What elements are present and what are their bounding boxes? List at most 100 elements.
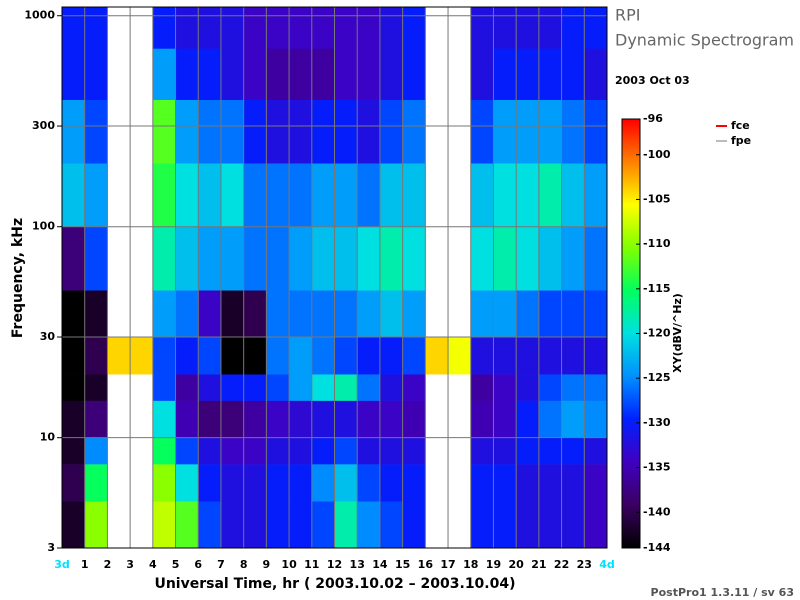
heat-cell [84,437,108,465]
colorbar-tick-label: -144 [643,541,671,554]
heat-cell [198,290,222,338]
heat-cell [311,226,335,291]
heat-cell [379,437,403,465]
heat-cell [357,374,381,401]
heat-cell [584,163,608,228]
heat-cell [220,48,244,100]
heat-cell [266,290,290,338]
heat-cell [334,464,358,502]
heat-cell [198,48,222,100]
x-tick-label: 12 [327,558,342,571]
heat-cell [266,374,290,401]
heat-cell [493,374,517,401]
heat-cell [311,48,335,100]
heat-cell [561,226,585,291]
heat-cell [311,163,335,228]
heat-cell [84,99,108,164]
plot-frame [61,6,608,549]
heat-cell [516,7,540,49]
x-tick-label: 10 [281,558,297,571]
heat-cell [379,400,403,438]
heat-cell [62,7,86,49]
heat-cell [538,7,562,49]
heat-cell [311,99,335,164]
heat-cell [538,337,562,375]
heat-cell [357,7,381,49]
heat-cell [152,290,176,338]
heat-cell [538,48,562,100]
legend-label: fce [731,119,750,132]
heat-cell [62,99,86,164]
heat-cell [379,7,403,49]
y-tick-label: 30 [40,330,56,343]
heat-cell [175,99,199,164]
heat-cell [220,464,244,502]
heat-cell [561,501,585,549]
heat-cell [470,226,494,291]
heat-cell [493,226,517,291]
heat-cell [311,290,335,338]
heat-cell [62,437,86,465]
heat-cell [289,400,313,438]
heat-cell [198,400,222,438]
heat-cell [62,290,86,338]
heat-cell [402,48,426,100]
heat-cell [311,7,335,49]
x-tick-label: 22 [554,558,569,571]
colorbar-tick-label: -100 [643,148,671,161]
heat-cell [175,374,199,401]
heat-cell [493,163,517,228]
heat-cell [266,99,290,164]
y-tick-label: 10 [40,431,56,444]
heat-cell [334,374,358,401]
heat-cell [152,48,176,100]
x-tick-label: 7 [217,558,225,571]
heat-cell [538,501,562,549]
heat-cell [561,337,585,375]
heat-cell [357,48,381,100]
heat-cell [152,501,176,549]
heat-cell [243,374,267,401]
heat-cell [379,374,403,401]
heat-cell [402,337,426,375]
colorbar-tick-label: -130 [643,416,671,429]
heat-cell [220,163,244,228]
heat-cell [311,374,335,401]
heat-cell [561,99,585,164]
x-tick-label: 8 [240,558,248,571]
heat-cell [584,48,608,100]
heat-cell [198,7,222,49]
colorbar-tick-label: -120 [643,327,671,340]
heat-cell [561,464,585,502]
heat-cell [334,501,358,549]
heat-cell [516,337,540,375]
heat-cell [62,337,86,375]
heat-cell [152,437,176,465]
heat-cell [84,374,108,401]
heat-cell [289,437,313,465]
heat-cell [84,290,108,338]
heat-cell [516,226,540,291]
heat-cell [334,7,358,49]
heat-cell [402,163,426,228]
heat-cell [62,501,86,549]
heat-cell [357,226,381,291]
heat-cell [266,7,290,49]
heat-cell [538,374,562,401]
heat-cell [289,501,313,549]
x-tick-label: 13 [350,558,365,571]
heat-cell [538,400,562,438]
heat-cell [470,7,494,49]
heat-cell [152,163,176,228]
colorbar-label: XY(dBV/^Hz) [671,293,684,373]
heat-cell [84,48,108,100]
heat-cell [538,226,562,291]
heat-cell [516,99,540,164]
heat-cell [561,400,585,438]
x-tick-label: 19 [486,558,501,571]
heat-cell [470,501,494,549]
x-tick-label: 3 [126,558,134,571]
heat-cell [198,226,222,291]
heat-cell [425,337,449,375]
